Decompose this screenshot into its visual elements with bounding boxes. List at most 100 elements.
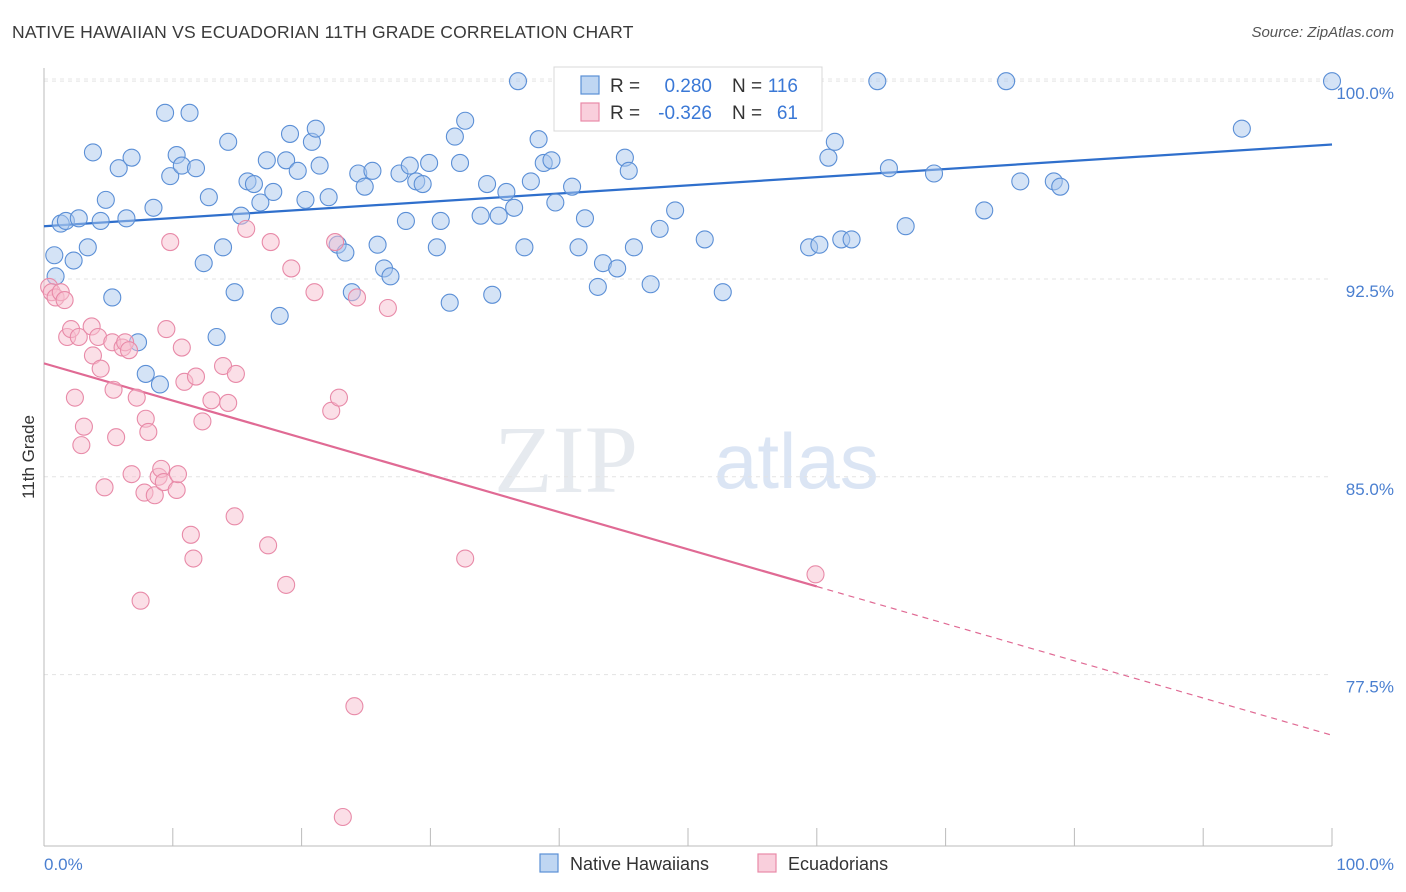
data-point xyxy=(542,151,561,170)
y-tick-label: 100.0% xyxy=(1336,84,1394,103)
data-point xyxy=(161,167,180,186)
data-point xyxy=(569,238,588,257)
data-point xyxy=(368,235,387,254)
data-point xyxy=(156,103,175,122)
data-point xyxy=(91,211,110,231)
data-point xyxy=(45,246,64,265)
data-point xyxy=(127,388,146,407)
data-point xyxy=(896,217,915,236)
y-axis-label: 11th Grade xyxy=(19,415,38,499)
data-point xyxy=(225,507,244,526)
legend-swatch-native-hawaiians xyxy=(539,853,559,873)
data-point xyxy=(355,177,374,196)
data-point xyxy=(96,190,115,209)
data-point xyxy=(440,293,459,312)
data-point xyxy=(306,119,325,138)
data-point xyxy=(842,230,861,249)
data-point xyxy=(489,206,508,225)
data-point xyxy=(213,238,233,257)
data-point xyxy=(666,201,685,220)
series-ecuadorians-points xyxy=(40,219,825,827)
data-point xyxy=(199,188,218,207)
data-point xyxy=(139,422,158,441)
data-point xyxy=(345,697,364,716)
data-point xyxy=(104,380,123,399)
data-point xyxy=(119,341,139,360)
stats-legend: R = 0.280 N = 116 R = -0.326 N = 61 xyxy=(553,66,823,132)
data-point xyxy=(277,151,296,170)
data-point xyxy=(400,156,419,175)
trend-lines xyxy=(43,143,1333,736)
data-point xyxy=(608,259,627,278)
data-point xyxy=(145,486,164,505)
data-point xyxy=(825,132,844,151)
data-point xyxy=(521,172,540,191)
data-point xyxy=(277,575,296,594)
data-point xyxy=(420,153,439,172)
data-point xyxy=(144,198,163,217)
trend-line-dashed xyxy=(816,585,1333,736)
data-point xyxy=(650,219,669,238)
data-point xyxy=(117,209,136,228)
data-point xyxy=(78,238,97,257)
data-point xyxy=(259,536,278,555)
stats-n-value-ecuadorians: 61 xyxy=(772,103,798,124)
data-point xyxy=(186,159,206,178)
data-point xyxy=(819,148,838,167)
data-point xyxy=(445,127,464,146)
data-point xyxy=(264,182,283,202)
data-point xyxy=(181,525,200,544)
legend-swatch-ecuadorians xyxy=(757,853,777,873)
data-point xyxy=(296,190,315,209)
data-point xyxy=(695,230,714,249)
data-point xyxy=(280,124,300,143)
stats-swatch-native-hawaiians xyxy=(580,75,600,95)
data-point xyxy=(55,291,74,310)
data-point xyxy=(69,209,88,228)
data-point xyxy=(107,428,126,447)
data-point xyxy=(64,251,83,270)
data-point xyxy=(161,233,180,252)
stats-n-label-native-hawaiians: N = xyxy=(732,76,762,97)
data-point xyxy=(194,254,213,273)
data-point xyxy=(471,206,490,225)
x-tick-label-min: 0.0% xyxy=(44,855,83,874)
data-point xyxy=(588,277,607,296)
data-point xyxy=(207,327,226,347)
data-point xyxy=(257,151,276,170)
data-point xyxy=(546,193,565,212)
data-point xyxy=(103,288,122,307)
data-point xyxy=(456,111,475,130)
data-point xyxy=(122,148,141,167)
data-point xyxy=(225,283,244,302)
source-label: Source: ZipAtlas.com xyxy=(1251,24,1394,41)
data-point xyxy=(136,364,155,383)
legend-label-native-hawaiians: Native Hawaiians xyxy=(570,854,709,874)
x-tick-label-max: 100.0% xyxy=(1336,855,1394,874)
data-point xyxy=(219,393,238,412)
data-point xyxy=(95,478,114,497)
data-point xyxy=(427,238,446,257)
data-point xyxy=(150,375,169,394)
data-point xyxy=(879,159,898,178)
data-point xyxy=(65,388,84,407)
data-point xyxy=(563,177,582,196)
series-native-hawaiians-points xyxy=(45,72,1342,394)
data-point xyxy=(363,161,382,180)
data-point xyxy=(261,233,280,252)
data-point xyxy=(868,72,887,91)
data-point xyxy=(69,327,88,347)
data-point xyxy=(122,465,141,484)
data-point xyxy=(91,359,110,378)
data-point xyxy=(997,72,1016,91)
data-point xyxy=(806,565,825,584)
data-point xyxy=(202,391,221,410)
data-point xyxy=(172,338,191,357)
data-point xyxy=(713,283,732,302)
trend-line-solid xyxy=(43,362,818,588)
data-point xyxy=(83,143,102,162)
stats-r-value-ecuadorians: -0.326 xyxy=(658,103,712,124)
y-axis-tick-labels: 100.0% 92.5% 85.0% 77.5% xyxy=(1336,84,1394,696)
data-point xyxy=(131,591,150,610)
